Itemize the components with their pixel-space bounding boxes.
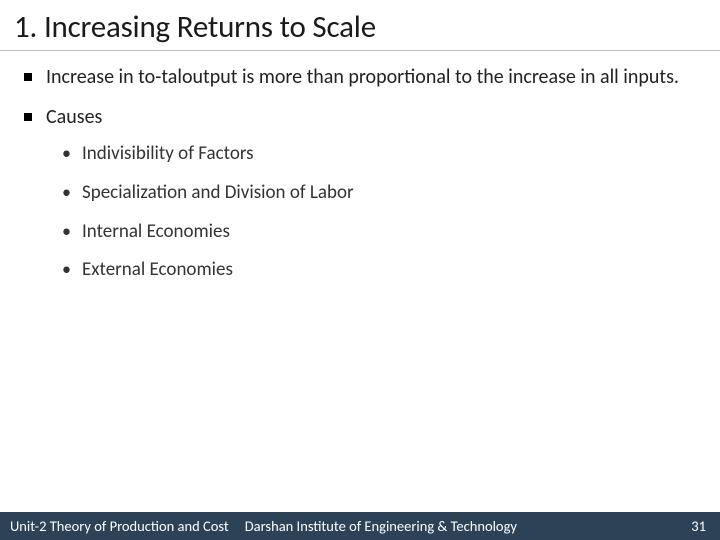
footer-page-number: 31: [691, 517, 710, 535]
slide-footer: Unit-2 Theory of Production and Cost Dar…: [0, 512, 720, 540]
sub-bullet-item: Specialization and Division of Labor: [60, 181, 696, 206]
slide: 1. Increasing Returns to Scale Increase …: [0, 0, 720, 540]
slide-title: 1. Increasing Returns to Scale: [0, 0, 720, 51]
footer-institute: Darshan Institute of Engineering & Techn…: [245, 517, 517, 535]
bullet-list: Increase in to-taloutput is more than pr…: [24, 65, 696, 283]
sub-bullet-list: Indivisibility of Factors Specialization…: [46, 142, 696, 283]
sub-bullet-item: External Economies: [60, 258, 696, 283]
bullet-item: Increase in to-taloutput is more than pr…: [24, 65, 696, 91]
footer-unit: Unit-2 Theory of Production and Cost: [10, 517, 229, 535]
bullet-item: Causes Indivisibility of Factors Special…: [24, 105, 696, 283]
slide-content: Increase in to-taloutput is more than pr…: [0, 51, 720, 540]
bullet-text: Causes: [46, 105, 102, 129]
sub-bullet-item: Internal Economies: [60, 220, 696, 245]
sub-bullet-item: Indivisibility of Factors: [60, 142, 696, 167]
